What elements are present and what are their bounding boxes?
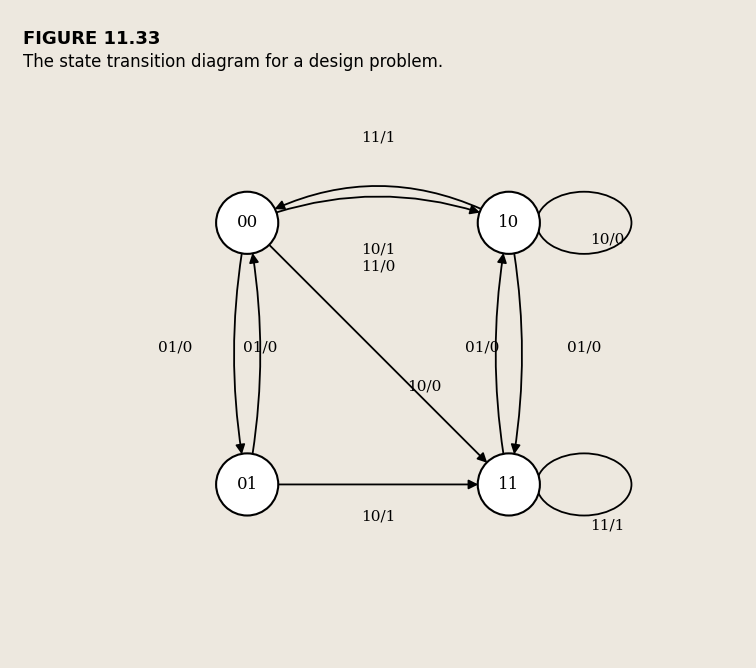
Text: 10/1
11/0: 10/1 11/0 [361,242,395,274]
Text: 10: 10 [498,214,519,231]
Text: The state transition diagram for a design problem.: The state transition diagram for a desig… [23,53,443,71]
Ellipse shape [216,192,278,254]
Text: 10/0: 10/0 [590,232,625,246]
Ellipse shape [216,454,278,516]
Text: 00: 00 [237,214,258,231]
Text: 01: 01 [237,476,258,493]
Text: 11/1: 11/1 [590,518,625,532]
Text: 01/0: 01/0 [567,340,601,354]
Text: 01/0: 01/0 [158,340,193,354]
Text: 01/0: 01/0 [466,340,500,354]
Text: 11: 11 [498,476,519,493]
Text: 10/0: 10/0 [407,379,442,393]
Ellipse shape [478,454,540,516]
Ellipse shape [478,192,540,254]
Text: 01/0: 01/0 [243,340,277,354]
Text: FIGURE 11.33: FIGURE 11.33 [23,30,160,48]
Text: 11/1: 11/1 [361,130,395,144]
Text: 10/1: 10/1 [361,509,395,523]
